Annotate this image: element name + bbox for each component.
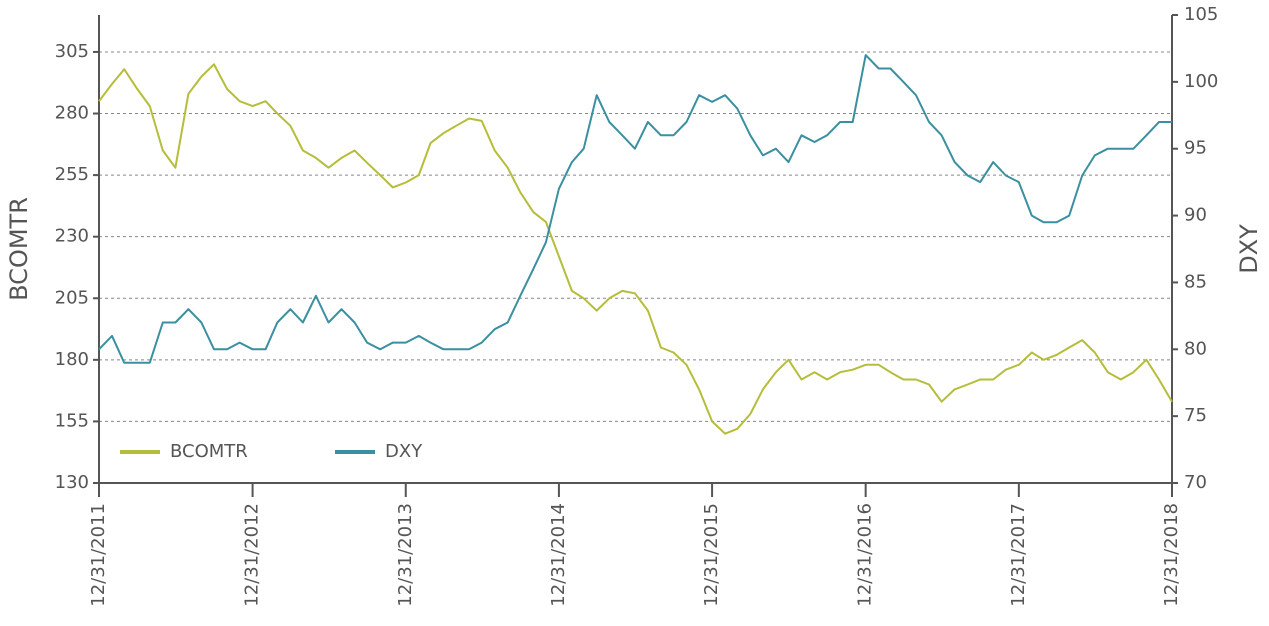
legend-label: DXY bbox=[385, 441, 423, 462]
y-tick-label: 155 bbox=[55, 410, 89, 431]
x-tick-label: 12/31/2012 bbox=[242, 503, 263, 607]
y2-tick-label: 105 bbox=[1184, 4, 1218, 25]
y2-tick-label: 90 bbox=[1184, 205, 1207, 226]
y-axis-title: BCOMTR bbox=[5, 197, 33, 301]
y-tick-label: 180 bbox=[55, 349, 89, 370]
legend-label: BCOMTR bbox=[170, 441, 248, 462]
y-tick-label: 255 bbox=[55, 164, 89, 185]
y2-axis-title: DXY bbox=[1235, 224, 1263, 274]
y-tick-label: 230 bbox=[55, 226, 89, 247]
x-tick-label: 12/31/2018 bbox=[1161, 503, 1182, 607]
y-tick-label: 205 bbox=[55, 287, 89, 308]
y2-tick-label: 100 bbox=[1184, 71, 1218, 92]
x-tick-label: 12/31/2016 bbox=[855, 503, 876, 607]
y2-tick-label: 80 bbox=[1184, 338, 1207, 359]
x-tick-label: 12/31/2015 bbox=[701, 503, 722, 607]
y2-tick-label: 75 bbox=[1184, 405, 1207, 426]
y2-tick-label: 85 bbox=[1184, 271, 1207, 292]
y-tick-label: 130 bbox=[55, 472, 89, 493]
y-tick-label: 280 bbox=[55, 103, 89, 124]
y-tick-label: 305 bbox=[55, 41, 89, 62]
x-tick-label: 12/31/2013 bbox=[395, 503, 416, 607]
y2-tick-label: 70 bbox=[1184, 472, 1207, 493]
x-tick-label: 12/31/2011 bbox=[88, 503, 109, 607]
x-tick-label: 12/31/2017 bbox=[1008, 503, 1029, 607]
series-line bbox=[98, 63, 1173, 435]
series-line bbox=[98, 54, 1172, 364]
x-tick-label: 12/31/2014 bbox=[548, 503, 569, 607]
y2-tick-label: 95 bbox=[1184, 138, 1207, 159]
